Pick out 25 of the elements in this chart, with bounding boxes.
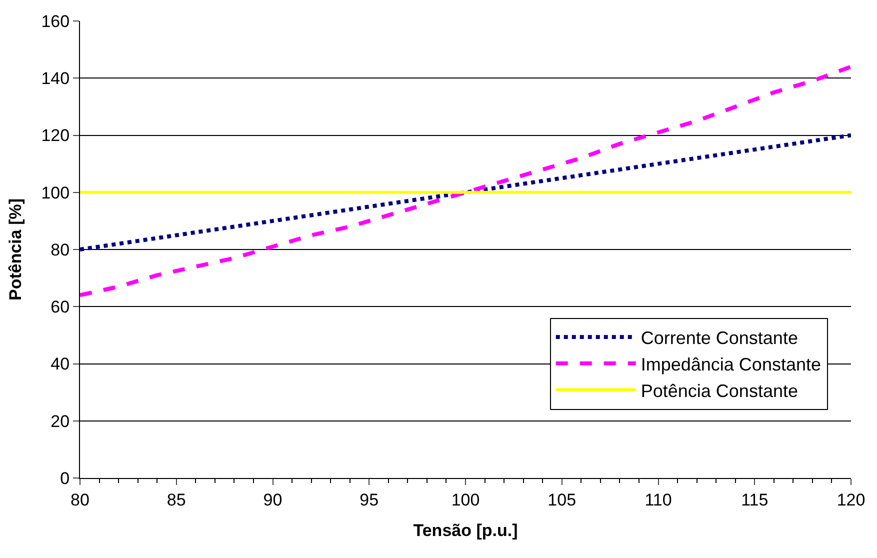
legend-label: Corrente Constante xyxy=(640,328,798,348)
y-tick-label: 140 xyxy=(41,69,70,88)
y-tick-label: 40 xyxy=(50,354,70,374)
y-axis-title: Potência [%] xyxy=(6,198,25,301)
x-tick-label: 80 xyxy=(70,490,90,510)
x-axis-title: Tensão [p.u.] xyxy=(413,520,518,540)
legend-label: Potência Constante xyxy=(640,380,798,401)
line-series xyxy=(80,64,851,298)
y-tick-label: 100 xyxy=(41,183,70,202)
y-tick-label: 120 xyxy=(41,126,70,146)
x-tick-label: 85 xyxy=(166,490,186,510)
x-tick-label: 115 xyxy=(741,490,768,510)
legend-label: Impedância Constante xyxy=(640,354,821,374)
x-tick-label: 100 xyxy=(451,490,480,510)
line-series xyxy=(80,133,851,252)
x-tick-label: 110 xyxy=(644,490,672,510)
x-tick-label: 120 xyxy=(836,490,866,510)
y-tick-label: 20 xyxy=(50,412,70,431)
y-tick-label: 0 xyxy=(60,468,70,488)
y-tick-label: 60 xyxy=(50,298,70,317)
x-tick-label: 105 xyxy=(548,490,576,510)
y-tick-label: 160 xyxy=(41,12,70,31)
x-tick-label: 95 xyxy=(360,490,379,510)
x-tick-label: 90 xyxy=(263,490,282,510)
y-tick-label: 80 xyxy=(50,240,70,260)
